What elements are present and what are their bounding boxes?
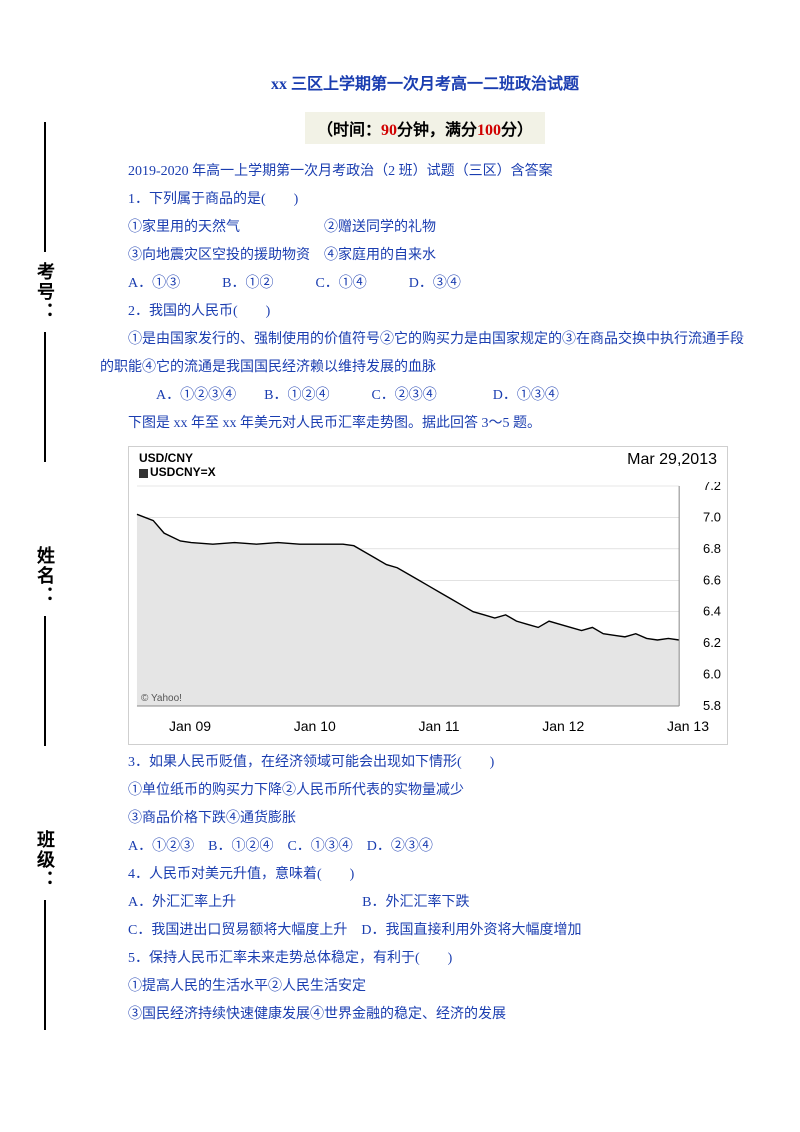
page-title: xx 三区上学期第一次月考高一二班政治试题 (100, 70, 750, 94)
sidebar-label-examno: 考号： (32, 262, 58, 322)
xaxis-label: Jan 13 (667, 718, 709, 734)
sidebar-item-class: 班级： (32, 830, 58, 1030)
q2-line1: ①是由国家发行的、强制使用的价值符号②它的购买力是由国家规定的③在商品交换中执行… (100, 326, 750, 382)
q2-options: A．①②③④ B．①②④ C．②③④ D．①③④ (100, 382, 750, 410)
chart-svg: 7.2 7.0 6.8 6.6 6.4 6.2 6.0 5.8 (129, 482, 727, 712)
xaxis-label: Jan 10 (294, 718, 336, 734)
chart-intro: 下图是 xx 年至 xx 年美元对人民币汇率走势图。据此回答 3～5 题。 (100, 410, 750, 438)
sidebar-item-name: 姓名： (32, 546, 58, 746)
chart-legend: USDCNY=X (139, 465, 216, 479)
q3-stem: 3．如果人民币贬值，在经济领域可能会出现如下情形( ) (100, 749, 750, 777)
chart-pair: USD/CNY (139, 451, 216, 465)
q3-options: A．①②③ B．①②④ C．①③④ D．②③④ (100, 833, 750, 861)
divider-line (44, 900, 46, 1030)
body-text-2: 3．如果人民币贬值，在经济领域可能会出现如下情形( ) ①单位纸币的购买力下降②… (100, 749, 750, 1029)
q4-line2: C．我国进出口贸易额将大幅度上升 D．我国直接利用外资将大幅度增加 (100, 917, 750, 945)
divider-line (44, 332, 46, 462)
chart-legend-text: USDCNY=X (150, 465, 216, 479)
chart-credit: © Yahoo! (141, 693, 182, 704)
svg-text:6.0: 6.0 (703, 666, 721, 681)
q5-line2: ③国民经济持续快速健康发展④世界金融的稳定、经济的发展 (100, 1001, 750, 1029)
xaxis-label: Jan 09 (169, 718, 211, 734)
subtitle-part: 分） (501, 122, 533, 139)
svg-text:6.6: 6.6 (703, 572, 721, 587)
q2-stem: 2．我国的人民币( ) (100, 298, 750, 326)
chart-xaxis: Jan 09 Jan 10 Jan 11 Jan 12 Jan 13 (129, 712, 727, 744)
q4-line1: A．外汇汇率上升 B．外汇汇率下跌 (100, 889, 750, 917)
subtitle-part: 90 (381, 122, 397, 139)
svg-text:6.4: 6.4 (703, 603, 721, 618)
subtitle-part: 分钟，满分 (397, 122, 477, 139)
q4-stem: 4．人民币对美元升值，意味着( ) (100, 861, 750, 889)
q5-line1: ①提高人民的生活水平②人民生活安定 (100, 973, 750, 1001)
document-content: xx 三区上学期第一次月考高一二班政治试题 （时间：90分钟，满分100分） 2… (100, 70, 750, 1102)
sidebar-item-examno: 考号： (32, 122, 58, 462)
xaxis-label: Jan 11 (419, 718, 460, 734)
body-text: 2019-2020 年高一上学期第一次月考政治（2 班）试题（三区）含答案 1．… (100, 158, 750, 438)
chart-date: Mar 29,2013 (627, 451, 717, 469)
svg-text:6.2: 6.2 (703, 635, 721, 650)
divider-line (44, 616, 46, 746)
subtitle-part: 100 (477, 122, 501, 139)
q3-line1: ①单位纸币的购买力下降②人民币所代表的实物量减少 (100, 777, 750, 805)
chart-container: USD/CNY USDCNY=X Mar 29,2013 7.2 7.0 6.8 6.… (128, 446, 728, 745)
q1-stem: 1．下列属于商品的是( ) (100, 186, 750, 214)
legend-square-icon (139, 469, 148, 478)
svg-text:7.2: 7.2 (703, 482, 721, 493)
q1-options: A．①③ B．①② C．①④ D．③④ (100, 270, 750, 298)
subtitle-part: （时间： (317, 122, 381, 139)
q5-stem: 5．保持人民币汇率未来走势总体稳定，有利于( ) (100, 945, 750, 973)
q1-line1: ①家里用的天然气 ②赠送同学的礼物 (100, 214, 750, 242)
svg-text:5.8: 5.8 (703, 698, 721, 712)
subtitle: （时间：90分钟，满分100分） (305, 112, 545, 144)
chart-header-left: USD/CNY USDCNY=X (139, 451, 216, 480)
intro-line: 2019-2020 年高一上学期第一次月考政治（2 班）试题（三区）含答案 (100, 158, 750, 186)
chart-plot: 7.2 7.0 6.8 6.6 6.4 6.2 6.0 5.8 © Yahoo! (129, 482, 727, 712)
svg-text:7.0: 7.0 (703, 509, 721, 524)
svg-text:6.8: 6.8 (703, 541, 721, 556)
chart-header: USD/CNY USDCNY=X Mar 29,2013 (129, 447, 727, 480)
subtitle-box: （时间：90分钟，满分100分） (100, 112, 750, 144)
q1-line2: ③向地震灾区空投的援助物资 ④家庭用的自来水 (100, 242, 750, 270)
divider-line (44, 122, 46, 252)
sidebar: 考号： 姓名： 班级： (0, 0, 90, 1132)
sidebar-label-name: 姓名： (32, 546, 58, 606)
sidebar-label-class: 班级： (32, 830, 58, 890)
xaxis-label: Jan 12 (542, 718, 584, 734)
q3-line2: ③商品价格下跌④通货膨胀 (100, 805, 750, 833)
